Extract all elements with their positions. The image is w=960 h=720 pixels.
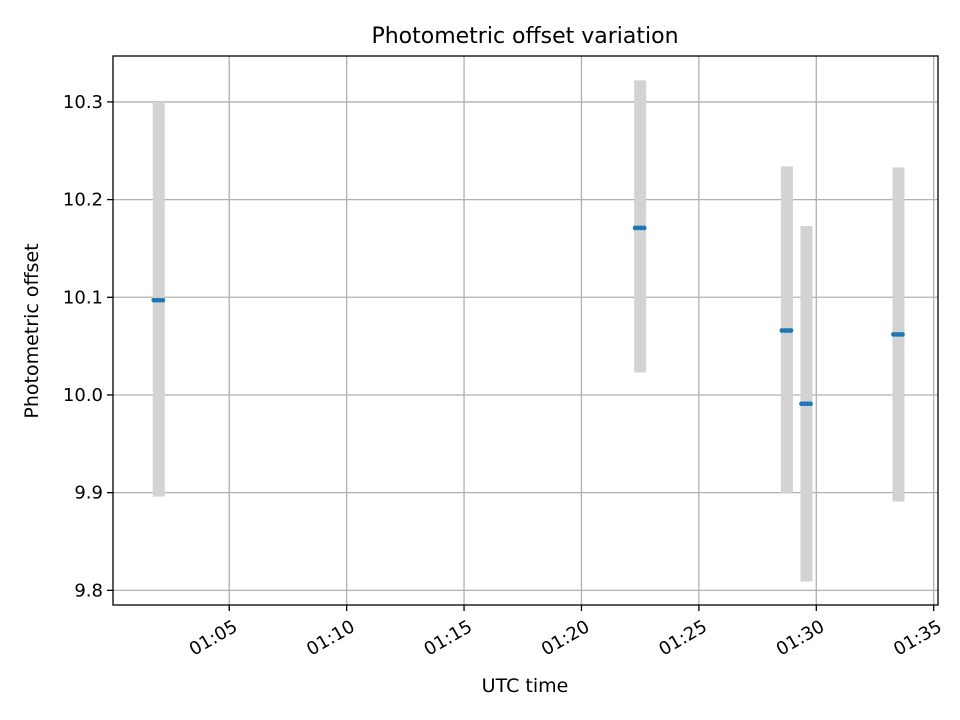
y-tick-label: 10.3 xyxy=(63,92,103,113)
y-tick-label: 10.2 xyxy=(63,190,103,211)
plot-frame xyxy=(112,55,939,606)
y-axis-label: Photometric offset xyxy=(21,243,43,418)
y-tick-label: 9.8 xyxy=(74,580,103,601)
x-axis-label: UTC time xyxy=(482,675,569,697)
y-axis-ticks: 9.8 9.9 10.0 10.1 10.2 10.3 xyxy=(63,92,113,601)
grid xyxy=(113,56,938,605)
data-point xyxy=(788,328,794,333)
data-point xyxy=(900,332,905,337)
data-point xyxy=(808,401,813,407)
y-tick-label: 10.1 xyxy=(63,287,103,308)
y-tick-label: 9.9 xyxy=(74,483,103,504)
data-point xyxy=(160,297,166,303)
markers xyxy=(151,225,905,407)
y-tick-label: 10.0 xyxy=(63,385,103,406)
chart-title: Photometric offset variation xyxy=(371,24,678,49)
data-point xyxy=(641,225,647,231)
